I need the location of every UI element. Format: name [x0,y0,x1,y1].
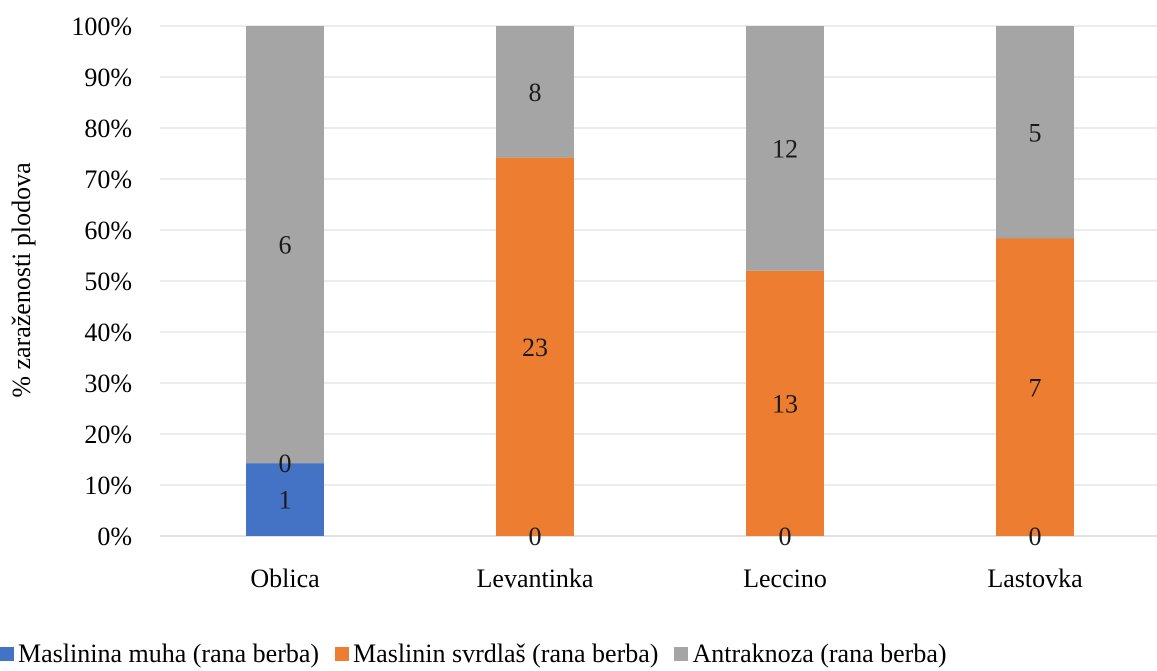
y-tick-label: 10% [84,471,132,500]
bar-segment [246,463,324,536]
x-tick-label: Oblica [250,564,320,593]
legend-label: Antraknoza (rana berba) [692,639,947,668]
x-tick-label: Levantinka [477,564,594,593]
bar-segment [246,26,324,464]
legend-item: Antraknoza (rana berba) [674,636,947,671]
gridlines [160,25,1157,537]
y-tick-label: 80% [84,114,132,143]
bar-segment [746,270,824,536]
data-label: 1 [279,486,292,515]
y-tick-label: 0% [97,522,132,551]
bar-segment [996,238,1074,536]
legend: Maslinina muha (rana berba) Maslinin svrd… [0,636,1157,671]
legend-label: Maslinina muha (rana berba) [18,639,320,668]
data-label: 8 [529,78,542,107]
bar-segment [746,26,824,271]
stacked-bar-chart: 0% 10% 20% 30% 40% 50% 60% 70% 80% 90% 100% 1 0 6 0 23… [7,12,1157,593]
y-tick-label: 30% [84,369,132,398]
y-tick-label: 50% [84,267,132,296]
bar-segment [496,157,574,536]
legend-swatch [674,647,689,661]
y-axis-title: % zaraženosti plodova [7,162,36,398]
bars [246,26,1074,536]
data-label: 12 [772,134,798,163]
legend-item: Maslinina muha (rana berba) [0,636,319,671]
y-tick-label: 70% [84,165,132,194]
y-tick-label: 100% [71,12,132,41]
bar-segment [496,26,574,158]
y-tick-label: 90% [84,63,132,92]
y-tick-label: 60% [84,216,132,245]
x-axis-ticks: Oblica Levantinka Leccino Lastovka [250,564,1083,593]
y-axis-ticks: 0% 10% 20% 30% 40% 50% 60% 70% 80% 90% 100% [71,12,132,551]
legend-item: Maslinin svrdlaš (rana berba) [335,636,658,671]
data-label: 0 [1029,522,1042,551]
bar-segment [996,26,1074,239]
y-tick-label: 20% [84,420,132,449]
data-label: 7 [1029,373,1042,402]
data-label: 0 [779,522,792,551]
data-label: 6 [279,231,292,260]
data-label: 0 [279,449,292,478]
legend-swatch [0,647,14,661]
x-tick-label: Lastovka [987,564,1083,593]
legend-swatch [335,647,350,661]
data-labels: 1 0 6 0 23 8 0 13 12 0 7 5 [279,78,1042,551]
data-label: 13 [772,389,798,418]
x-tick-label: Leccino [743,564,827,593]
data-label: 0 [529,522,542,551]
data-label: 5 [1029,118,1042,147]
data-label: 23 [522,333,548,362]
legend-label: Maslinin svrdlaš (rana berba) [353,639,659,668]
y-tick-label: 40% [84,318,132,347]
